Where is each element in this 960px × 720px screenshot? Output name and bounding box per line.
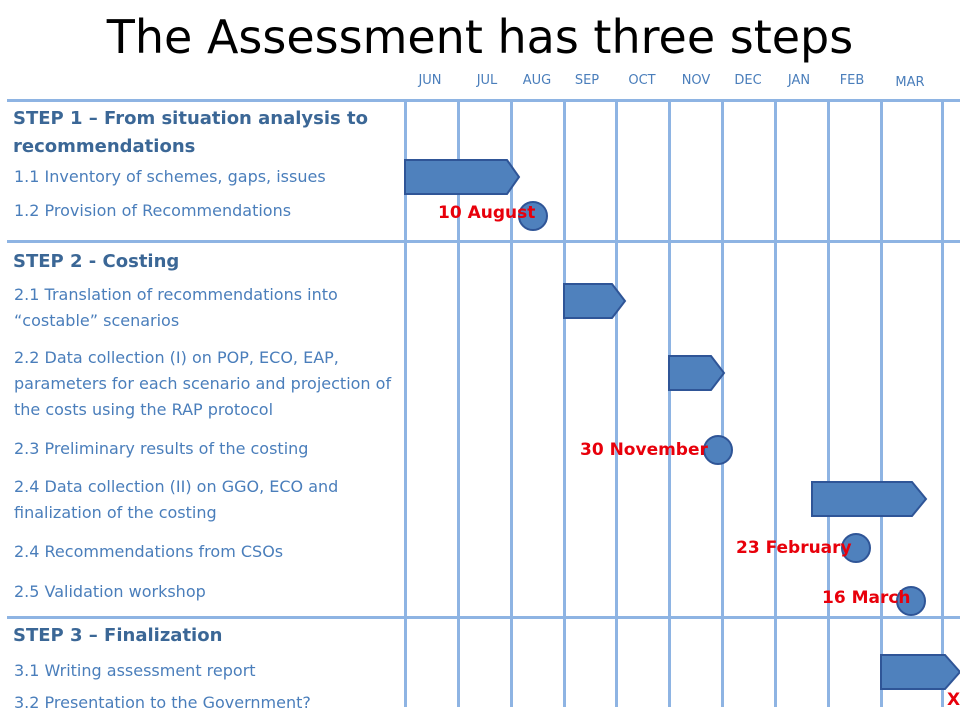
- timeline-gridline: [404, 100, 407, 707]
- timeline-gridline: [615, 100, 618, 707]
- timeline-gridline: [721, 100, 724, 707]
- timeline-gridline: [774, 100, 777, 707]
- milestone-marker: [703, 435, 733, 465]
- month-label: AUG: [522, 73, 552, 88]
- milestone-label: 10 August: [438, 203, 536, 223]
- task-bar-3-1: [880, 654, 960, 690]
- section-divider: [7, 99, 960, 102]
- task-2-5: 2.5 Validation workshop: [14, 582, 206, 601]
- month-label: JUN: [418, 73, 442, 88]
- milestone-marker: [841, 533, 871, 563]
- task-2-1: 2.1 Translation of recommendations into …: [14, 285, 338, 330]
- task-bar-1-1: [404, 159, 521, 195]
- milestone-label: 23 February: [736, 538, 852, 558]
- month-label: FEB: [839, 73, 865, 88]
- timeline-gridline: [941, 100, 944, 707]
- task-3-1: 3.1 Writing assessment report: [14, 661, 256, 680]
- milestone-marker: [896, 586, 926, 616]
- step-3-title: STEP 3 – Finalization: [13, 625, 223, 646]
- task-2-4: 2.4 Data collection (II) on GGO, ECO and…: [14, 477, 339, 522]
- section-divider: [7, 616, 960, 619]
- timeline-gridline: [827, 100, 830, 707]
- milestone-marker: [518, 201, 548, 231]
- section-divider: [7, 240, 960, 243]
- milestone-label: X: [947, 690, 960, 710]
- month-label: MAR: [895, 75, 925, 90]
- task-3-2: 3.2 Presentation to the Government?: [14, 693, 311, 712]
- month-label: SEP: [574, 73, 600, 88]
- task-bar-2-2: [668, 355, 726, 391]
- task-2-3: 2.3 Preliminary results of the costing: [14, 439, 309, 458]
- timeline-gridline: [510, 100, 513, 707]
- step-2-title: STEP 2 - Costing: [13, 251, 180, 272]
- timeline-gridline: [668, 100, 671, 707]
- step-1-title: STEP 1 – From situation analysis to reco…: [13, 108, 368, 157]
- month-label: JUL: [476, 73, 498, 88]
- page-title: The Assessment has three steps: [106, 10, 854, 64]
- month-label: DEC: [734, 73, 762, 88]
- task-1-1: 1.1 Inventory of schemes, gaps, issues: [14, 167, 326, 186]
- timeline-gridline: [457, 100, 460, 707]
- milestone-label: 30 November: [580, 440, 708, 460]
- month-label: JAN: [787, 73, 811, 88]
- month-label: NOV: [681, 73, 711, 88]
- task-bar-2-4: [811, 481, 928, 517]
- task-1-2: 1.2 Provision of Recommendations: [14, 201, 292, 220]
- task-2-4b: 2.4 Recommendations from CSOs: [14, 542, 284, 561]
- month-label: OCT: [628, 73, 656, 88]
- task-bar-2-1: [563, 283, 627, 319]
- timeline-gridline: [880, 100, 883, 707]
- task-2-2: 2.2 Data collection (I) on POP, ECO, EAP…: [14, 348, 392, 419]
- milestone-label: 16 March: [822, 588, 911, 608]
- timeline-gridline: [563, 100, 566, 707]
